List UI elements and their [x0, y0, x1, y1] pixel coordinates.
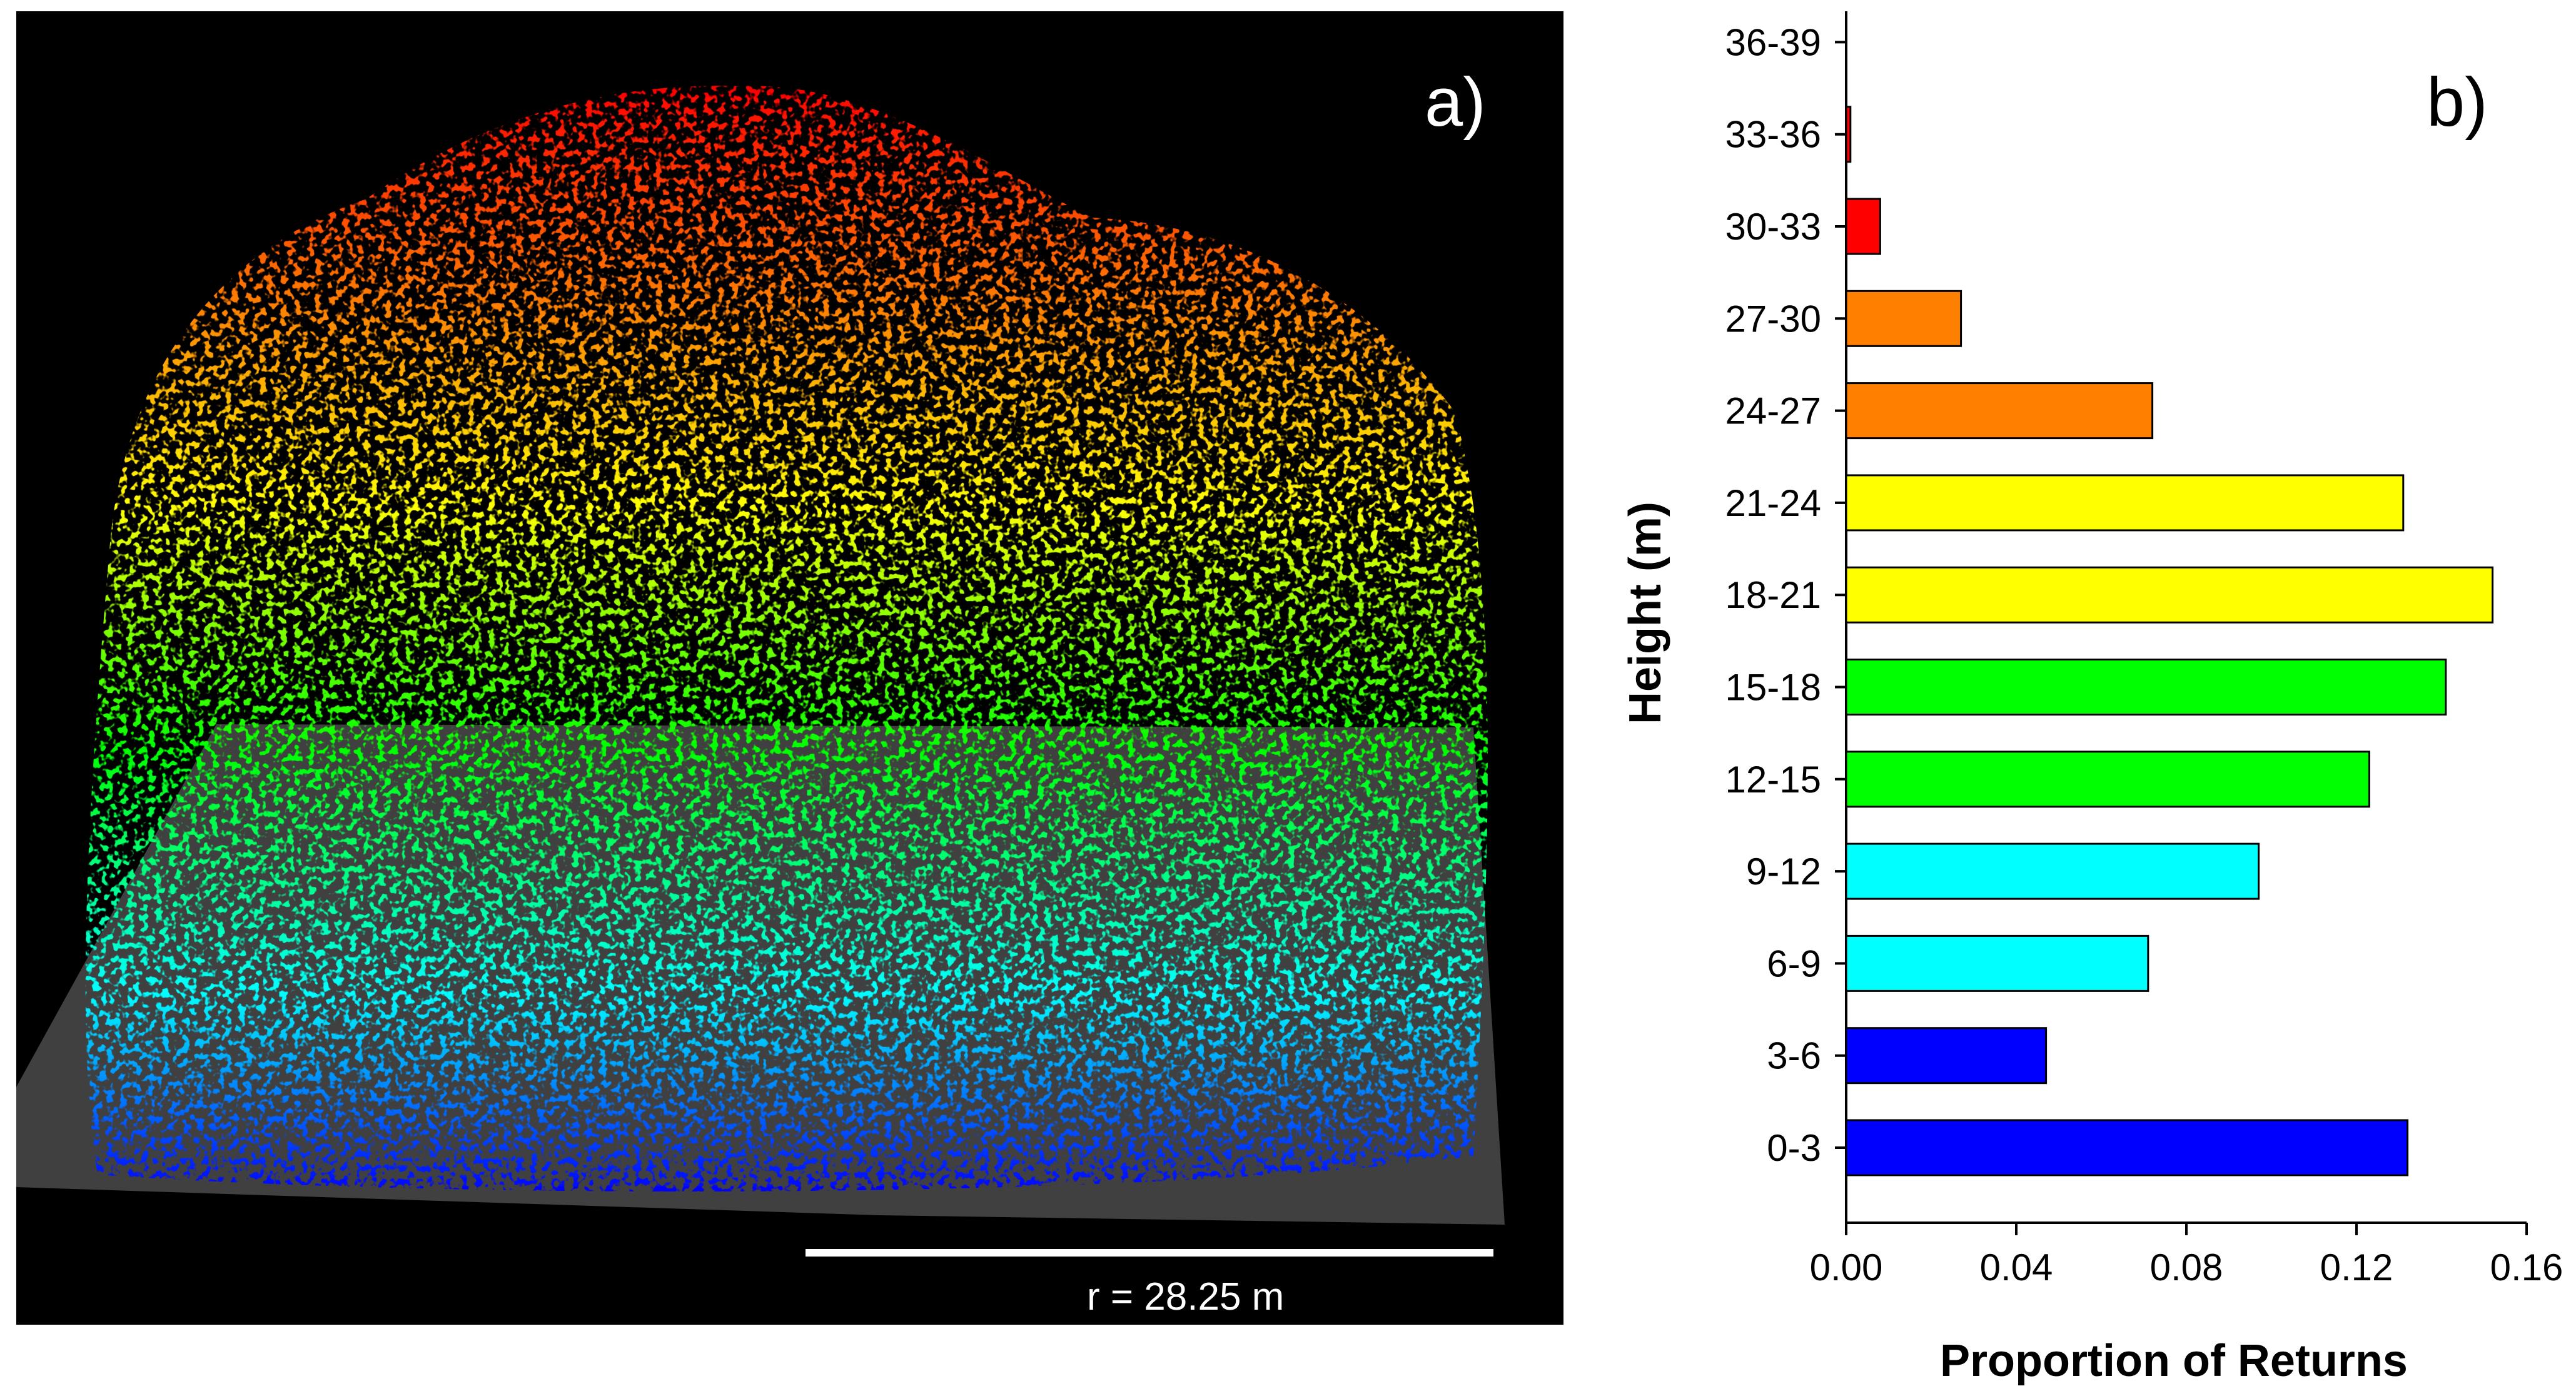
bar	[1845, 842, 2260, 900]
y-tick-label: 30-33	[1725, 206, 1821, 248]
y-tick-label: 3-6	[1767, 1035, 1821, 1077]
bar	[1845, 106, 1852, 163]
bar	[1845, 934, 2149, 992]
bar	[1845, 1119, 2409, 1176]
bar	[1845, 751, 2370, 808]
bar	[1845, 290, 1962, 347]
y-tick-label: 18-21	[1725, 574, 1821, 616]
bar	[1845, 566, 2494, 624]
point-cloud-image	[16, 86, 1505, 1225]
y-tick-label: 21-24	[1725, 482, 1821, 524]
x-tick-label: 0.00	[1810, 1247, 1883, 1288]
y-tick-label: 9-12	[1746, 851, 1821, 893]
y-tick-label: 33-36	[1725, 114, 1821, 156]
bar	[1845, 198, 1881, 255]
y-tick-label: 36-39	[1725, 21, 1821, 63]
x-tick-label: 0.16	[2490, 1247, 2563, 1288]
x-tick-label: 0.08	[2150, 1247, 2223, 1288]
y-tick-label: 12-15	[1725, 759, 1821, 801]
x-tick-label: 0.12	[2320, 1247, 2393, 1288]
point-cloud-panel: a) r = 28.25 m	[16, 11, 1563, 1325]
histogram-panel: 0-3 3-6 6-9 9-12 12-15 15-18 18-21 21-24 24-27 27…	[1563, 0, 2576, 1396]
x-tick-label: 0.04	[1980, 1247, 2053, 1288]
y-tick-label: 6-9	[1767, 943, 1821, 984]
y-tick-label: 24-27	[1725, 390, 1821, 432]
scale-text: r = 28.25 m	[1087, 1275, 1285, 1318]
canopy-points	[85, 86, 1488, 1192]
bar	[1845, 659, 2447, 716]
panel-b-label: b)	[2427, 64, 2488, 141]
bar	[1845, 382, 2154, 440]
bar	[1845, 474, 2405, 532]
y-tick-label: 27-30	[1725, 298, 1821, 340]
x-axis-title: Proportion of Returns	[1940, 1336, 2408, 1386]
height-histogram: 0-3 3-6 6-9 9-12 12-15 15-18 18-21 21-24 24-27 27…	[1620, 11, 2563, 1386]
panel-a-label: a)	[1425, 64, 1486, 141]
y-axis-title: Height (m)	[1620, 502, 1670, 724]
y-tick-label: 15-18	[1725, 667, 1821, 709]
bar	[1845, 1027, 2048, 1085]
y-tick-label: 0-3	[1767, 1127, 1821, 1169]
scale-bar	[806, 1249, 1493, 1257]
